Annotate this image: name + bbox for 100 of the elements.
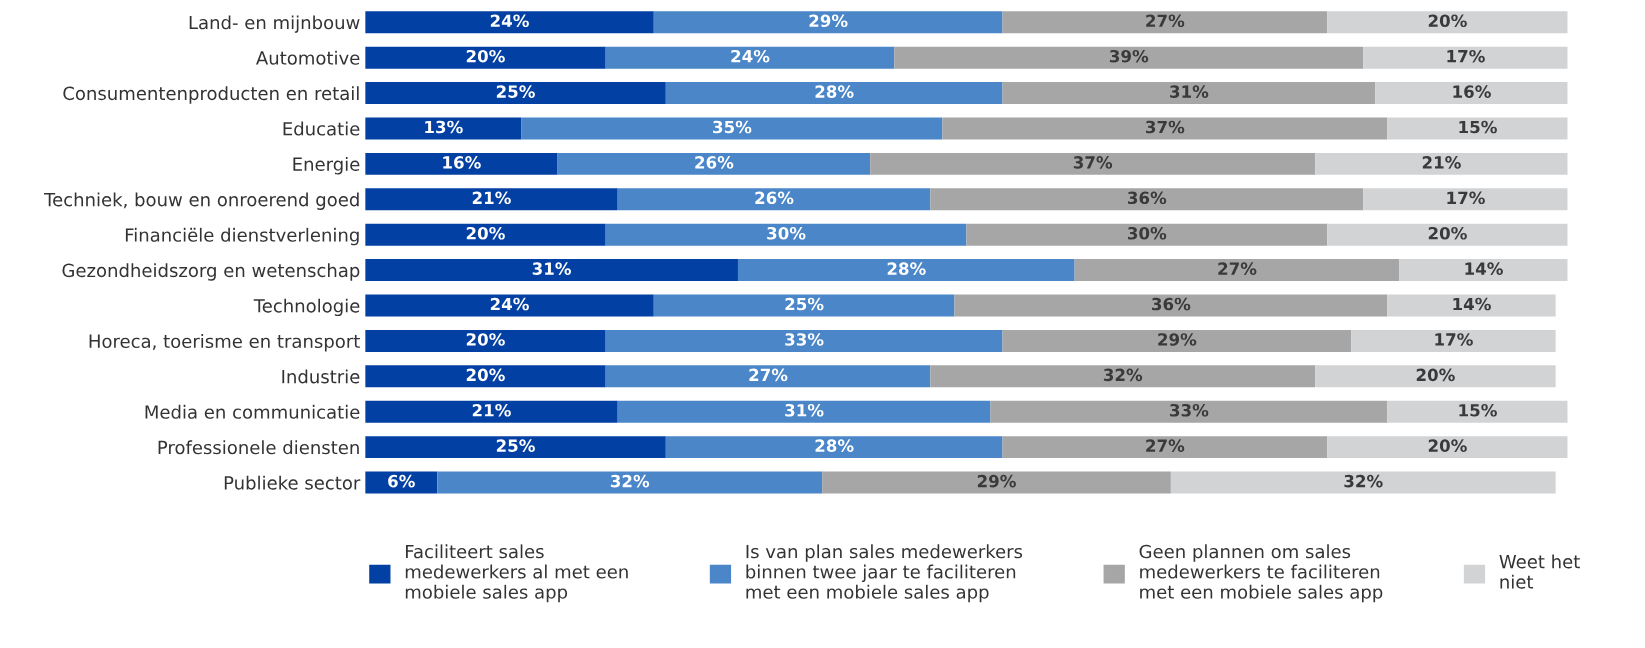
legend-label: Faciliteert sales medewerkers al met een mobiele sales app	[405, 544, 628, 603]
y-tick-label: Land- en mijnbouw	[189, 15, 360, 33]
bar	[365, 329, 606, 352]
data-label: 37%	[1146, 120, 1185, 134]
data-label: 17%	[1447, 49, 1485, 63]
data-label: 30%	[1127, 226, 1167, 240]
bar	[1327, 436, 1568, 459]
data-label: 21%	[472, 191, 511, 205]
bar	[365, 46, 606, 69]
data-label: 27%	[1146, 14, 1185, 28]
bar	[605, 46, 895, 69]
data-label: 20%	[466, 226, 505, 240]
data-label: 37%	[1073, 156, 1113, 169]
data-label: 28%	[815, 439, 854, 452]
y-tick-label: Professionele diensten	[158, 440, 359, 455]
bar	[665, 82, 1003, 105]
bar	[365, 11, 654, 34]
data-label: 6%	[388, 474, 415, 488]
data-label: 26%	[695, 156, 734, 169]
bar	[617, 400, 991, 423]
data-label: 36%	[1152, 297, 1191, 311]
data-label: 33%	[1170, 403, 1209, 417]
data-label: 20%	[1428, 226, 1467, 240]
data-label: 32%	[1344, 474, 1383, 488]
data-label: 21%	[472, 403, 511, 417]
data-label: 14%	[1453, 297, 1491, 311]
data-label: 20%	[466, 333, 505, 346]
y-tick-label: Publieke sector	[224, 475, 361, 490]
bar	[605, 223, 967, 246]
data-label: 20%	[466, 368, 505, 382]
data-label: 29%	[977, 474, 1016, 488]
bar	[942, 117, 1388, 140]
y-tick-label: Technologie	[253, 298, 360, 317]
bar	[365, 223, 606, 246]
bar	[1387, 400, 1568, 423]
bar	[557, 152, 871, 175]
y-tick-label: Media en communicatie	[145, 404, 360, 419]
y-tick-label: Techniek, bouw en onroerend goed	[44, 192, 359, 210]
data-label: 33%	[785, 333, 824, 346]
bar	[1315, 365, 1556, 388]
data-label: 39%	[1109, 49, 1149, 63]
bar	[665, 436, 1003, 459]
data-label: 25%	[496, 85, 535, 98]
data-label: 28%	[887, 262, 926, 275]
data-label: 16%	[1453, 85, 1491, 98]
data-label: 16%	[443, 156, 481, 169]
data-label: 25%	[496, 439, 535, 452]
bar	[1002, 11, 1328, 34]
data-label: 24%	[731, 49, 770, 63]
y-tick-label: Consumentenproducten en retail	[63, 86, 359, 104]
bar	[653, 11, 1003, 34]
data-label: 29%	[809, 14, 848, 28]
data-label: 31%	[785, 403, 824, 417]
data-label: 20%	[1428, 14, 1467, 28]
bar	[1387, 294, 1556, 317]
bar	[365, 188, 618, 211]
bar	[894, 46, 1364, 69]
legend-label: Geen plannen om sales medewerkers te faciliteren met een mobiele sales app	[1139, 544, 1383, 603]
data-label: 15%	[1459, 120, 1497, 134]
data-label: 27%	[1146, 439, 1185, 452]
bar	[437, 471, 823, 494]
y-tick-label: Energie	[293, 157, 360, 175]
y-tick-label: Automotive	[256, 50, 360, 65]
data-label: 17%	[1435, 333, 1473, 346]
y-tick-label: Industrie	[282, 369, 360, 384]
bar	[1351, 329, 1556, 352]
data-label: 24%	[490, 297, 529, 311]
bar	[737, 259, 1075, 282]
bar	[930, 188, 1364, 211]
data-label: 36%	[1127, 191, 1167, 205]
data-label: 32%	[610, 474, 650, 488]
bar	[1363, 188, 1568, 211]
data-label: 20%	[1428, 439, 1467, 452]
bar	[1363, 46, 1568, 69]
bar	[1387, 117, 1568, 140]
bar	[870, 152, 1316, 175]
data-label: 14%	[1465, 262, 1503, 275]
bar	[990, 400, 1388, 423]
data-label: 35%	[713, 120, 752, 134]
bar	[1399, 259, 1568, 282]
bar	[605, 329, 1003, 352]
data-label: 31%	[1170, 85, 1209, 98]
bar	[1002, 329, 1352, 352]
bar	[930, 365, 1316, 388]
legend-label: Weet het niet	[1499, 554, 1580, 589]
bar	[1375, 82, 1568, 105]
bar	[1170, 471, 1556, 494]
data-label: 17%	[1447, 191, 1485, 205]
bar	[1315, 152, 1568, 175]
bar	[365, 82, 666, 105]
data-label: 32%	[1103, 368, 1143, 382]
data-label: 26%	[755, 191, 794, 205]
bar	[365, 152, 558, 175]
bar	[365, 294, 654, 317]
data-label: 24%	[490, 14, 529, 28]
bar	[365, 400, 618, 423]
bar	[605, 365, 931, 388]
data-label: 30%	[767, 226, 806, 240]
bar	[365, 259, 738, 282]
bar	[653, 294, 955, 317]
